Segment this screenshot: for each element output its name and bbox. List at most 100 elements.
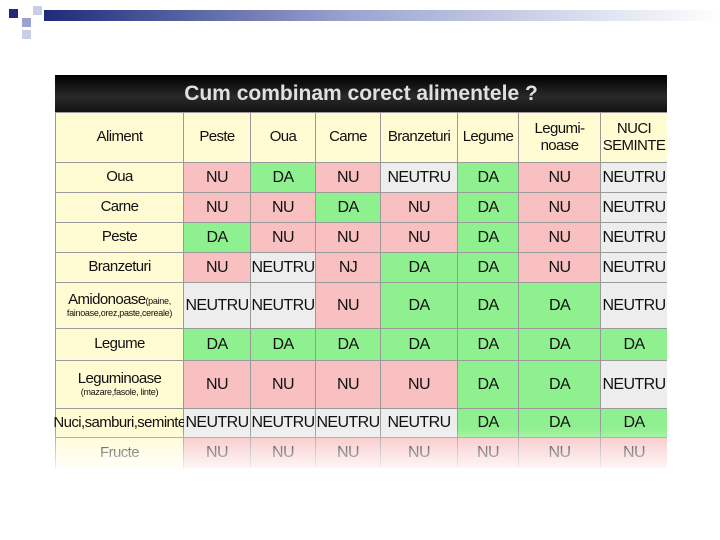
value-cell: NU [251, 193, 315, 222]
value-cell: DA [519, 329, 600, 360]
row-label-cell: Oua [56, 163, 183, 192]
decor-bar [44, 10, 720, 21]
cell-text: DA [477, 168, 499, 186]
cell-text: NEUTRU [602, 296, 666, 314]
cell-text: NU [408, 375, 431, 393]
value-cell: DA [601, 329, 667, 360]
row-note: (mazare,fasole, linte) [80, 386, 159, 397]
cell-text: NU [272, 198, 295, 216]
row-label: Branzeturi [88, 258, 151, 276]
row-label: Leguminoase [77, 370, 162, 388]
food-table: Cum combinam corect alimentele ? Aliment… [53, 75, 667, 468]
value-cell: NEUTRU [601, 283, 667, 328]
row-label-line: Oua [106, 169, 133, 186]
header-text: Legumi- noase [534, 120, 586, 154]
value-cell: NU [184, 193, 250, 222]
cell-text: NU [206, 258, 229, 276]
cell-text: NU [337, 228, 360, 246]
row-label: Legume [94, 335, 145, 353]
row-label-cell: Legume [56, 329, 183, 360]
cell-text: DA [272, 168, 294, 186]
value-cell: DA [381, 253, 457, 282]
value-cell: NU [519, 163, 600, 192]
value-cell: DA [458, 193, 518, 222]
header-text: Branzeturi [387, 128, 451, 146]
value-cell: NU [184, 253, 250, 282]
cell-text: NEUTRU [185, 414, 249, 432]
value-cell: NU [316, 283, 380, 328]
cell-text: DA [623, 335, 645, 353]
row-label-line: Nuci,samburi,seminte [53, 414, 186, 432]
cell-text: NEUTRU [602, 375, 666, 393]
cell-text: DA [477, 228, 499, 246]
header-text: Carne [329, 128, 367, 146]
row-label-cell: Peste [56, 223, 183, 252]
cell-text: NEUTRU [387, 168, 451, 186]
cell-text: NU [206, 375, 229, 393]
cell-text: DA [408, 335, 430, 353]
value-cell: NEUTRU [381, 163, 457, 192]
value-cell: NU [316, 361, 380, 408]
cell-text: DA [477, 335, 499, 353]
value-cell: DA [251, 329, 315, 360]
row-label-line: Branzeturi [88, 258, 151, 276]
value-cell: NU [381, 223, 457, 252]
cell-text: NU [337, 168, 360, 186]
cell-text: NEUTRU [316, 414, 380, 432]
value-cell: NU [184, 163, 250, 192]
cell-text: DA [477, 414, 499, 432]
value-cell: DA [458, 361, 518, 408]
cell-text: NU [408, 198, 431, 216]
cell-text: NU [272, 228, 295, 246]
cell-text: NEUTRU [185, 296, 249, 314]
value-cell: NEUTRU [184, 283, 250, 328]
value-cell: NEUTRU [601, 223, 667, 252]
cell-text: DA [337, 198, 359, 216]
cell-text: DA [477, 258, 499, 276]
cell-text: NU [337, 375, 360, 393]
value-cell: DA [458, 283, 518, 328]
decor-square [33, 6, 42, 15]
cell-text: NEUTRU [602, 198, 666, 216]
cell-text: NU [548, 258, 572, 276]
cell-text: DA [477, 198, 499, 216]
value-cell: NEUTRU [601, 253, 667, 282]
value-cell: NEUTRU [601, 163, 667, 192]
value-cell: DA [458, 163, 518, 192]
header-text: Aliment [96, 128, 143, 146]
header-text: Legume [462, 128, 514, 146]
cell-text: NEUTRU [251, 296, 315, 314]
header-cell: Peste [184, 113, 250, 162]
header-cell: Oua [251, 113, 315, 162]
cell-text: NU [548, 198, 572, 216]
row-label-line: Carne [101, 199, 139, 216]
cell-text: NU [548, 168, 572, 186]
header-cell: Branzeturi [381, 113, 457, 162]
cell-text: DA [548, 375, 571, 393]
value-cell: NU [519, 253, 600, 282]
cell-text: NU [206, 168, 229, 186]
cell-text: DA [337, 335, 359, 353]
cell-text: NJ [338, 258, 358, 276]
value-cell: DA [316, 329, 380, 360]
value-cell: NU [381, 361, 457, 408]
header-cell: Carne [316, 113, 380, 162]
row-label: Carne [100, 198, 139, 216]
cell-text: NU [548, 228, 572, 246]
header-cell: Legumi- noase [519, 113, 600, 162]
value-cell: DA [184, 223, 250, 252]
row-label: Peste [101, 228, 138, 246]
decor-square [22, 30, 31, 39]
cell-text: DA [623, 414, 645, 432]
row-label: Oua [106, 168, 133, 186]
value-cell: DA [251, 163, 315, 192]
cell-text: DA [548, 335, 571, 353]
fade-overlay [55, 427, 667, 468]
row-note: (paine, [145, 296, 171, 307]
cell-text: DA [206, 335, 228, 353]
cell-text: NEUTRU [251, 258, 315, 276]
value-cell: DA [184, 329, 250, 360]
value-cell: DA [316, 193, 380, 222]
cell-text: DA [477, 375, 499, 393]
